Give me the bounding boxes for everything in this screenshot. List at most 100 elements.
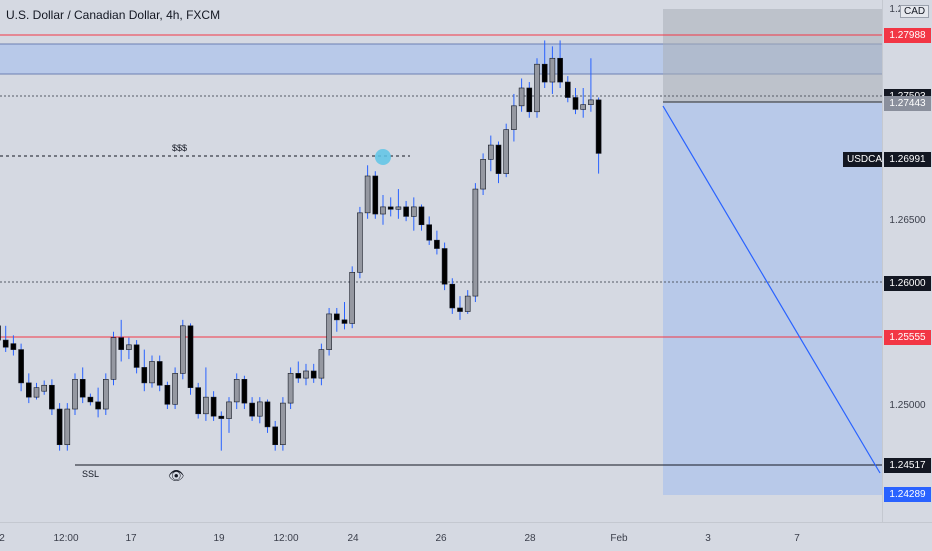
candle-down <box>87 396 94 403</box>
candle-down <box>0 325 1 341</box>
candle-down <box>387 206 394 210</box>
candle-up <box>549 57 556 83</box>
candle-down <box>434 239 440 249</box>
candle-up <box>395 206 402 210</box>
position-risk-zone <box>663 9 882 102</box>
price-label-7: 1.25555 <box>884 330 931 345</box>
candle-down <box>310 370 317 379</box>
candle-down <box>79 379 86 398</box>
candle-up <box>410 206 417 217</box>
candle-up <box>72 379 78 410</box>
candle-up <box>41 384 48 392</box>
candle-down <box>10 343 17 350</box>
time-label-7: 28 <box>524 533 536 544</box>
candle-down <box>264 401 271 428</box>
candle-down <box>187 325 194 388</box>
candle-down <box>133 344 140 368</box>
candle-down <box>49 384 55 410</box>
candle-down <box>2 339 9 348</box>
candle-up <box>357 212 363 273</box>
candle-up <box>511 105 517 130</box>
time-label-6: 26 <box>435 533 447 544</box>
liquidity-high-label: $$$ <box>172 143 188 153</box>
candle-up <box>464 295 471 312</box>
liquidity-sweep-marker <box>375 149 391 165</box>
candle-down <box>218 415 225 419</box>
liquidity-low-label: SSL <box>82 469 100 479</box>
candle-up <box>380 206 386 215</box>
candle-up <box>149 361 155 384</box>
candle-down <box>249 402 255 417</box>
candle-up <box>503 129 510 174</box>
candle-up <box>256 401 263 417</box>
candle-up <box>172 373 178 405</box>
price-label-9: 1.24517 <box>884 458 931 473</box>
candle-down <box>564 81 571 98</box>
time-label-0: 2 <box>0 533 5 544</box>
candle-up <box>110 337 117 380</box>
candle-down <box>210 396 217 417</box>
price-scale[interactable]: 1.28215 1.27988 1.27503 1.27443 1.26991 … <box>882 0 932 522</box>
candle-up <box>534 63 540 113</box>
candle-down <box>341 319 348 324</box>
time-label-9: 3 <box>705 533 711 544</box>
candle-down <box>95 401 101 410</box>
candle-down <box>541 63 548 83</box>
candle-down <box>333 313 340 321</box>
candle-down <box>557 57 563 83</box>
candle-down <box>118 337 124 350</box>
time-label-5: 24 <box>347 533 359 544</box>
price-label-10: 1.24289 <box>884 487 931 502</box>
price-label-8: 1.25000 <box>889 400 926 411</box>
candle-up <box>226 401 232 419</box>
candle-down <box>25 382 32 398</box>
symbol-tag: USDCAD <box>843 152 894 167</box>
candle-up <box>580 104 587 110</box>
currency-badge[interactable]: CAD <box>900 5 930 18</box>
candle-down <box>403 206 409 217</box>
candle-up <box>480 159 486 190</box>
candle-down <box>595 99 602 154</box>
candle-down <box>164 384 171 405</box>
candle-up <box>287 373 294 404</box>
candle-down <box>441 248 448 285</box>
time-label-4: 12:00 <box>273 533 299 544</box>
candle-up <box>33 387 40 398</box>
price-chart[interactable] <box>0 0 882 522</box>
chart-title: U.S. Dollar / Canadian Dollar, 4h, FXCM <box>6 8 221 22</box>
candles <box>0 40 602 451</box>
price-label-6: 1.26000 <box>884 276 931 291</box>
candle-up <box>364 175 371 214</box>
candle-down <box>449 283 456 309</box>
time-label-3: 19 <box>213 533 225 544</box>
candle-up <box>126 344 132 350</box>
candle-up <box>588 99 594 105</box>
candle-up <box>280 402 286 446</box>
candle-down <box>418 206 425 226</box>
candle-up <box>180 325 186 374</box>
candle-down <box>241 379 248 404</box>
candle-down <box>56 408 63 446</box>
price-label-1: 1.27988 <box>884 28 931 43</box>
candle-up <box>233 379 240 403</box>
candle-down <box>141 367 148 384</box>
time-label-10: 7 <box>794 533 800 544</box>
candle-down <box>156 361 163 386</box>
price-label-3: 1.27443 <box>884 96 931 111</box>
candle-down <box>457 307 463 312</box>
eye-icon[interactable]: 👁 <box>168 468 185 483</box>
candle-up <box>103 379 109 410</box>
time-label-8: Feb <box>610 533 628 544</box>
candle-up <box>303 370 309 379</box>
candle-down <box>295 373 302 379</box>
candle-down <box>572 97 579 110</box>
candle-down <box>195 387 201 415</box>
time-axis[interactable]: 2 12:00 17 19 12:00 24 26 28 Feb 3 7 <box>0 522 932 551</box>
candle-up <box>487 144 494 160</box>
price-label-5: 1.26500 <box>889 215 926 226</box>
candle-up <box>203 396 209 415</box>
candle-down <box>495 144 502 174</box>
candle-down <box>426 224 433 241</box>
time-label-1: 12:00 <box>53 533 79 544</box>
candle-down <box>526 87 533 113</box>
